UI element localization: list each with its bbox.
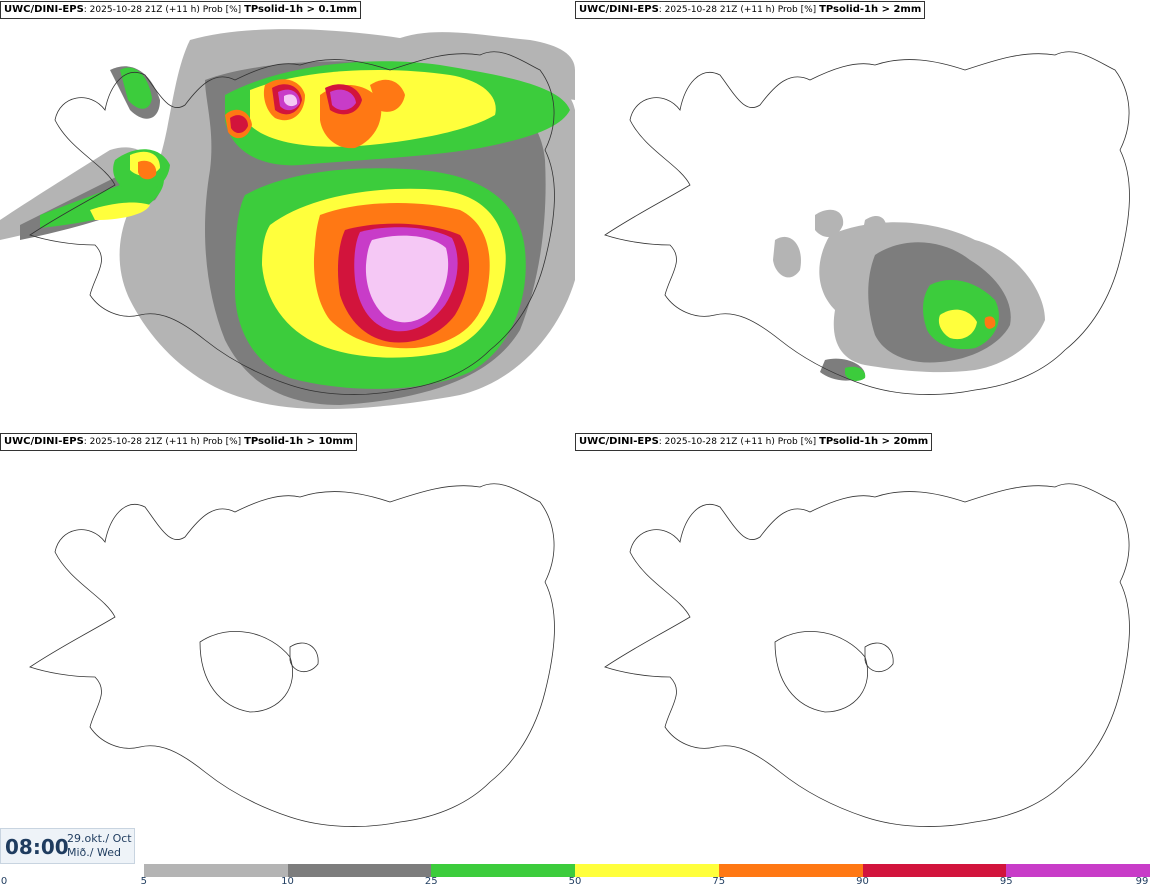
panel-source: UWC/DINI-EPS (579, 4, 659, 15)
valid-date: 29.okt./ Oct (67, 832, 132, 845)
panel-title-3: UWC/DINI-EPS: 2025-10-28 21Z (+11 h) Pro… (0, 433, 358, 451)
valid-time-hour: 08:00 (5, 835, 69, 859)
legend-swatch (862, 864, 1007, 877)
coastline (604, 483, 1130, 827)
legend-swatch (143, 864, 288, 877)
panel-title-1: UWC/DINI-EPS: 2025-10-28 21Z (+11 h) Pro… (0, 1, 361, 19)
panel-run: 2025-10-28 21Z (+11 h) Prob [%] (664, 437, 817, 447)
map-panel-4: UWC/DINI-EPS: 2025-10-28 21Z (+11 h) Pro… (575, 432, 1150, 864)
legend-tick-label: 10 (281, 876, 294, 887)
legend-tick-label: 99 (1135, 876, 1149, 887)
valid-time-date: 29.okt./ Oct Mið./ Wed (67, 832, 132, 860)
legend-swatch (0, 864, 144, 877)
panel-source: UWC/DINI-EPS (579, 436, 659, 447)
legend-swatch (287, 864, 432, 877)
legend-tick-label: 50 (568, 876, 582, 887)
legend-tick-label: 75 (712, 876, 726, 887)
map-4-canvas (604, 483, 1130, 827)
panel-variable: TPsolid-1h > 10mm (244, 436, 354, 447)
legend-swatch (1006, 864, 1150, 877)
legend-swatch (431, 864, 575, 877)
map-panel-3: UWC/DINI-EPS: 2025-10-28 21Z (+11 h) Pro… (0, 432, 575, 864)
coastline (29, 483, 555, 827)
panel-variable: TPsolid-1h > 20mm (819, 436, 929, 447)
map-1-canvas (0, 29, 575, 410)
legend-swatch (575, 864, 719, 877)
legend-tick-label: 0 (0, 876, 8, 887)
map-2-canvas (604, 51, 1130, 395)
panel-run: 2025-10-28 21Z (+11 h) Prob [%] (89, 5, 242, 15)
coastline (604, 51, 1130, 395)
map-panel-1: UWC/DINI-EPS: 2025-10-28 21Z (+11 h) Pro… (0, 0, 575, 432)
panel-variable: TPsolid-1h > 0.1mm (244, 4, 357, 15)
legend-tick-label: 90 (856, 876, 869, 887)
color-legend: 0 5 10 25 50 75 90 95 99 (0, 862, 1150, 891)
panel-title-4: UWC/DINI-EPS: 2025-10-28 21Z (+11 h) Pro… (575, 433, 933, 451)
valid-weekday: Mið./ Wed (67, 846, 121, 859)
panel-title-2: UWC/DINI-EPS: 2025-10-28 21Z (+11 h) Pro… (575, 1, 926, 19)
panel-source: UWC/DINI-EPS (4, 4, 84, 15)
legend-swatch (718, 864, 863, 877)
map-3-canvas (29, 483, 555, 827)
legend-tick-label: 95 (999, 876, 1013, 887)
probability-field (0, 29, 575, 410)
panel-run: 2025-10-28 21Z (+11 h) Prob [%] (89, 437, 242, 447)
panel-source: UWC/DINI-EPS (4, 436, 84, 447)
coastline (29, 51, 555, 395)
probability-field (773, 209, 1045, 381)
valid-time-box: 08:00 29.okt./ Oct Mið./ Wed (0, 828, 135, 864)
legend-tick-label: 25 (424, 876, 438, 887)
map-panel-2: UWC/DINI-EPS: 2025-10-28 21Z (+11 h) Pro… (575, 0, 1150, 432)
legend-tick-label: 5 (140, 876, 147, 887)
panel-run: 2025-10-28 21Z (+11 h) Prob [%] (664, 5, 817, 15)
panel-variable: TPsolid-1h > 2mm (819, 4, 922, 15)
